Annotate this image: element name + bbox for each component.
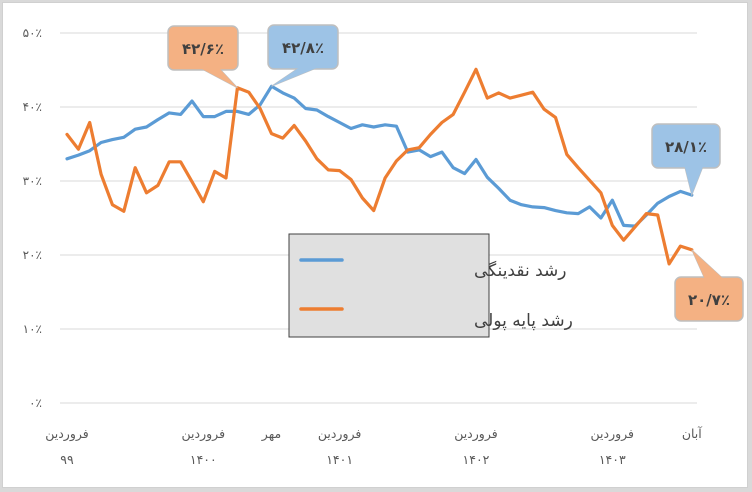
x-tick-year: ۱۴۰۰ <box>190 452 217 467</box>
y-tick-label: ۱۰٪ <box>23 322 42 336</box>
x-tick-year: ۱۴۰۲ <box>463 452 490 467</box>
callout-box-fill <box>676 278 742 320</box>
y-tick-label: ۴۰٪ <box>23 100 42 114</box>
callout-box-fill <box>169 27 237 69</box>
series-line-liquidity <box>65 84 694 228</box>
callout-label: ۲۸/۱٪ <box>665 138 707 156</box>
x-axis-ticks: فروردین ۹۹ فروردین ۱۴۰۰ مهر فروردین ۱۴۰۱ فروردی… <box>45 426 702 467</box>
y-tick-label: ۲۰٪ <box>23 248 42 262</box>
x-tick-label: فروردین <box>454 426 498 442</box>
x-tick-label: آبان <box>682 426 702 441</box>
y-tick-label: ۳۰٪ <box>23 174 42 188</box>
legend-box <box>288 233 490 338</box>
callout-0: ۴۲/۶٪ <box>167 25 239 89</box>
legend-label-liquidity: رشد نقدینگی <box>474 260 566 281</box>
x-tick-label: فروردین <box>45 426 89 442</box>
legend-label-monetary-base: رشد پایه پولی <box>474 311 573 331</box>
callout-box-fill <box>653 125 719 167</box>
y-tick-label: ۰٪ <box>29 396 42 410</box>
x-tick-label: فروردین <box>318 426 362 442</box>
callout-3: ۲۰/۷٪ <box>674 249 744 322</box>
series-lines <box>65 67 694 266</box>
x-tick-year: ۹۹ <box>60 452 74 467</box>
callout-pointer-fill <box>202 69 238 88</box>
callout-label: ۲۰/۷٪ <box>688 291 730 309</box>
x-tick-year: ۱۴۰۱ <box>326 452 353 467</box>
x-tick-label: فروردین <box>182 426 226 442</box>
legend: رشد نقدینگی رشد پایه پولی <box>288 233 573 338</box>
callout-label: ۴۲/۸٪ <box>282 39 324 57</box>
x-tick-label: مهر <box>261 426 281 442</box>
y-tick-label: ۵۰٪ <box>23 26 42 40</box>
callout-pointer-fill <box>691 249 723 278</box>
data-callouts: ۴۲/۶٪ ۴۲/۸٪ ۲۸/۱٪ ۲۰/۷٪ <box>167 24 744 322</box>
x-tick-year: ۱۴۰۳ <box>599 452 626 467</box>
x-tick-label: فروردین <box>591 426 635 442</box>
gridlines <box>60 32 697 404</box>
callout-pointer-fill <box>684 167 703 196</box>
callout-2: ۲۸/۱٪ <box>651 123 721 197</box>
callout-box-fill <box>269 26 337 68</box>
callout-label: ۴۲/۶٪ <box>182 40 224 58</box>
y-axis-ticks: ۰٪ ۱۰٪ ۲۰٪ ۳۰٪ ۴۰٪ ۵۰٪ <box>23 26 42 410</box>
callout-1: ۴۲/۸٪ <box>267 24 339 87</box>
callout-pointer-fill <box>271 68 317 87</box>
series-line-monetary-base <box>65 67 694 266</box>
